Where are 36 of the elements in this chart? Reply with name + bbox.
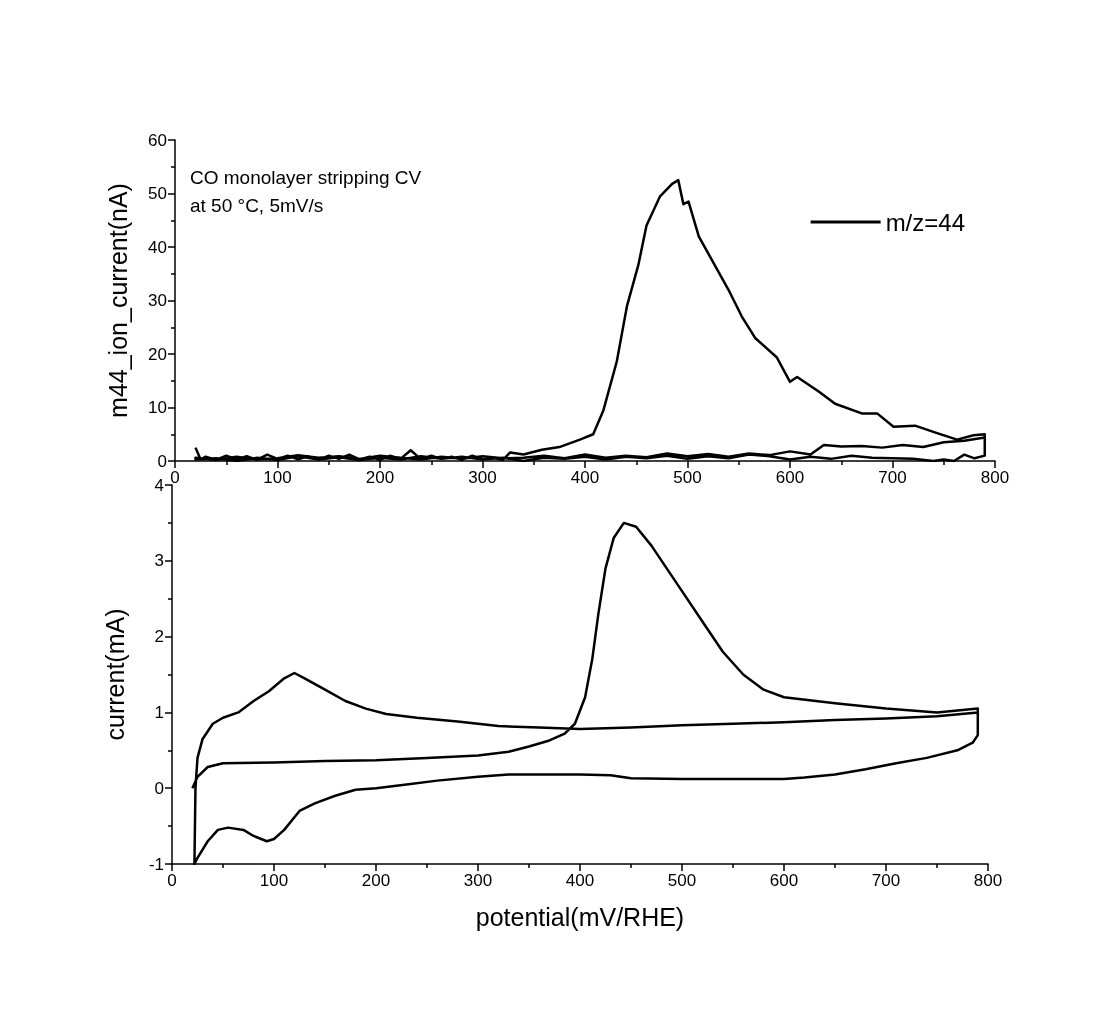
x-tick-label: 200: [365, 468, 395, 487]
y-axis-title: m44_ion_current(nA): [103, 183, 132, 418]
x-tick-label: 700: [878, 468, 907, 487]
y-tick-label: 20: [148, 344, 167, 364]
annotation: at 50 °C, 5mV/s: [190, 195, 324, 216]
y-tick-label: 40: [148, 237, 167, 257]
x-tick-label: 100: [259, 871, 289, 890]
x-tick-label: 600: [775, 468, 805, 487]
x-tick-label: 300: [463, 871, 493, 890]
x-tick-label: 800: [980, 468, 1010, 487]
y-tick-label: 2: [154, 627, 164, 647]
y-tick-label: 3: [154, 551, 164, 571]
y-tick-label: 30: [148, 291, 167, 310]
x-tick-label: 400: [565, 871, 595, 890]
y-tick-label: -1: [148, 854, 164, 874]
annotation: CO monolayer stripping CV: [190, 167, 422, 188]
x-tick-label: 800: [973, 871, 1003, 890]
x-tick-label: 100: [263, 468, 292, 487]
x-tick-label: 0: [170, 468, 180, 487]
y-tick-label: 1: [154, 702, 164, 722]
y-axis-title: current(mA): [100, 608, 129, 741]
x-tick-label: 300: [468, 468, 497, 487]
x-tick-label: 200: [361, 871, 391, 890]
y-tick-label: 50: [148, 184, 167, 203]
x-tick-label: 500: [667, 871, 697, 890]
y-tick-label: 10: [148, 398, 167, 417]
y-tick-label: 60: [148, 130, 167, 150]
x-tick-label: 400: [570, 468, 600, 487]
x-tick-label: 700: [871, 871, 901, 890]
legend-label: m/z=44: [885, 208, 965, 236]
y-tick-label: 0: [157, 451, 167, 471]
x-tick-label: 600: [769, 871, 799, 890]
x-axis-title: potential(mV/RHE): [475, 902, 685, 931]
y-tick-label: 4: [154, 475, 164, 495]
y-tick-label: 0: [154, 778, 164, 798]
x-tick-label: 500: [673, 468, 702, 487]
